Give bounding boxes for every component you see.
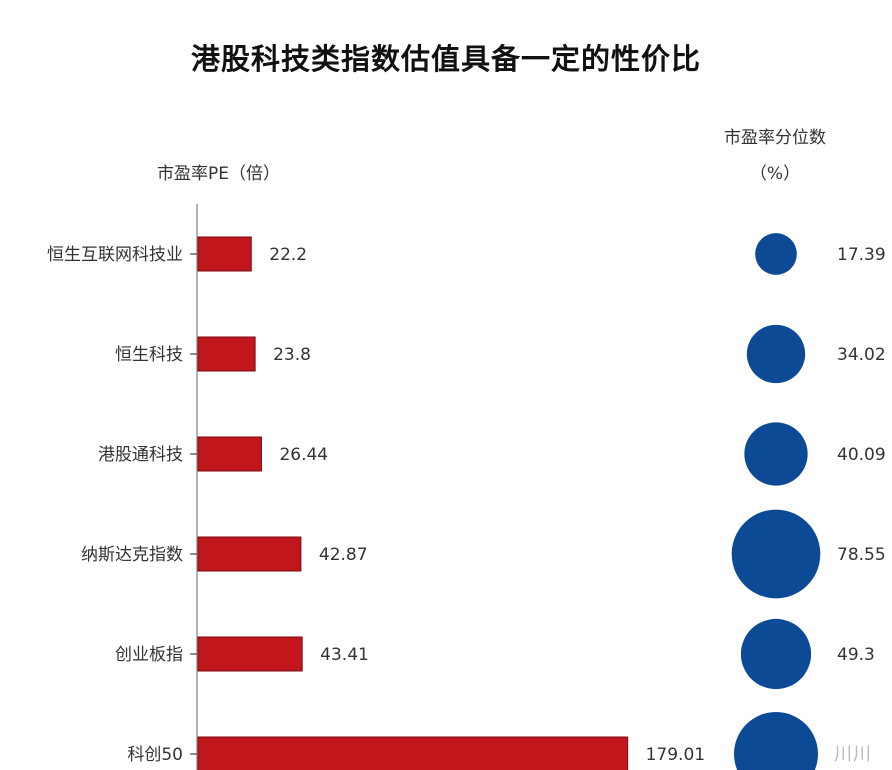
category-label-2: 港股通科技 [98, 445, 183, 465]
category-label-5: 科创50 [127, 745, 183, 765]
percentile-header-line2: （%） [749, 164, 801, 184]
category-label-3: 纳斯达克指数 [81, 545, 183, 565]
pe-value-label-0: 22.2 [269, 245, 307, 265]
watermark: 川川 [834, 744, 872, 765]
pe-value-label-5: 179.01 [646, 745, 705, 765]
percentile-value-label-3: 78.55 [837, 545, 886, 565]
percentile-bubble-2 [744, 422, 808, 486]
pe-bar-0 [197, 236, 252, 272]
category-label-4: 创业板指 [115, 645, 183, 665]
pe-bar-4 [197, 636, 303, 672]
percentile-header-line1: 市盈率分位数 [724, 128, 826, 148]
chart-title: 港股科技类指数估值具备一定的性价比 [190, 42, 701, 76]
pe-value-label-3: 42.87 [319, 545, 368, 565]
pe-axis-label: 市盈率PE（倍） [157, 164, 280, 184]
category-label-0: 恒生互联网科技业 [47, 245, 183, 265]
pe-value-label-2: 26.44 [279, 445, 328, 465]
percentile-bubble-4 [740, 618, 812, 690]
pe-bar-5 [197, 736, 629, 770]
pe-bar-2 [197, 436, 262, 472]
pe-bar-1 [197, 336, 256, 372]
percentile-value-label-0: 17.39 [837, 245, 886, 265]
pe-value-label-1: 23.8 [273, 345, 311, 365]
percentile-bubble-5 [734, 712, 818, 770]
pe-value-label-4: 43.41 [320, 645, 369, 665]
percentile-bubble-1 [746, 324, 806, 384]
percentile-value-label-2: 40.09 [837, 445, 886, 465]
percentile-value-label-4: 49.3 [837, 645, 875, 665]
percentile-value-label-1: 34.02 [837, 345, 886, 365]
category-label-1: 恒生科技 [115, 345, 183, 365]
percentile-bubble-3 [731, 509, 821, 599]
pe-bar-3 [197, 536, 302, 572]
percentile-bubble-0 [755, 233, 797, 275]
